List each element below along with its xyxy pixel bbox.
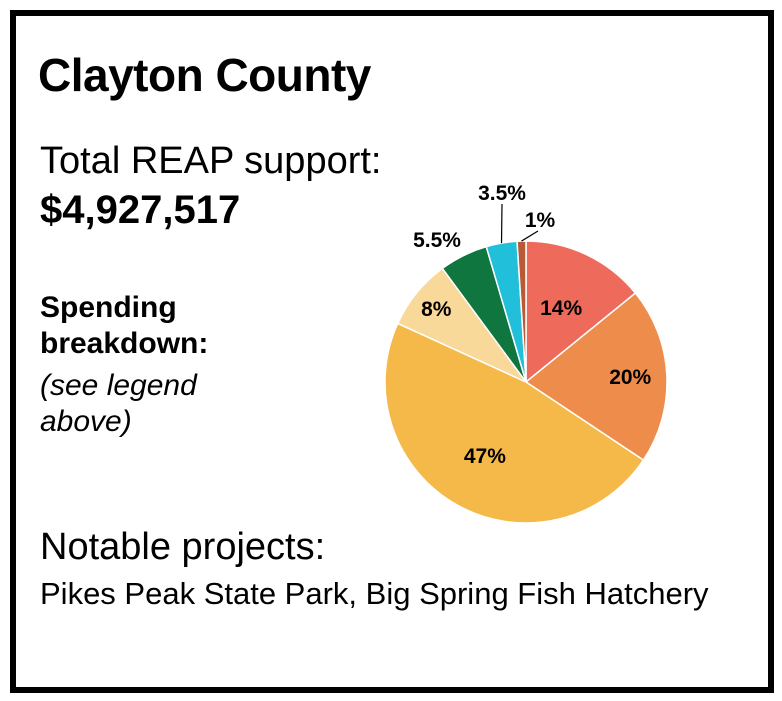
county-title: Clayton County — [38, 49, 371, 101]
pie-label-1: 14% — [540, 297, 582, 320]
pie-label-3: 47% — [464, 445, 506, 468]
pie-label-6: 3.5% — [478, 182, 526, 205]
pie-slice-3 — [384, 322, 645, 524]
spending-breakdown-note: (see legend above) — [40, 369, 197, 438]
notable-projects-text: Pikes Peak State Park, Big Spring Fish H… — [40, 576, 709, 611]
pie-slice-2 — [524, 292, 668, 462]
pie-label-7: 1% — [525, 209, 556, 232]
spending-breakdown-label: Spending breakdown: — [40, 291, 209, 360]
pie-label-5: 5.5% — [413, 229, 461, 252]
pie-leader-7 — [521, 230, 539, 242]
notable-projects-label: Notable projects: — [40, 526, 326, 568]
county-card — [10, 10, 774, 693]
total-support-value: $4,927,517 — [40, 188, 241, 232]
pie-slice-7 — [516, 240, 527, 383]
pie-label-2: 20% — [609, 366, 651, 389]
total-support-label: Total REAP support: — [40, 140, 382, 182]
pie-label-4: 8% — [421, 298, 452, 321]
pie-slice-1 — [525, 240, 637, 384]
